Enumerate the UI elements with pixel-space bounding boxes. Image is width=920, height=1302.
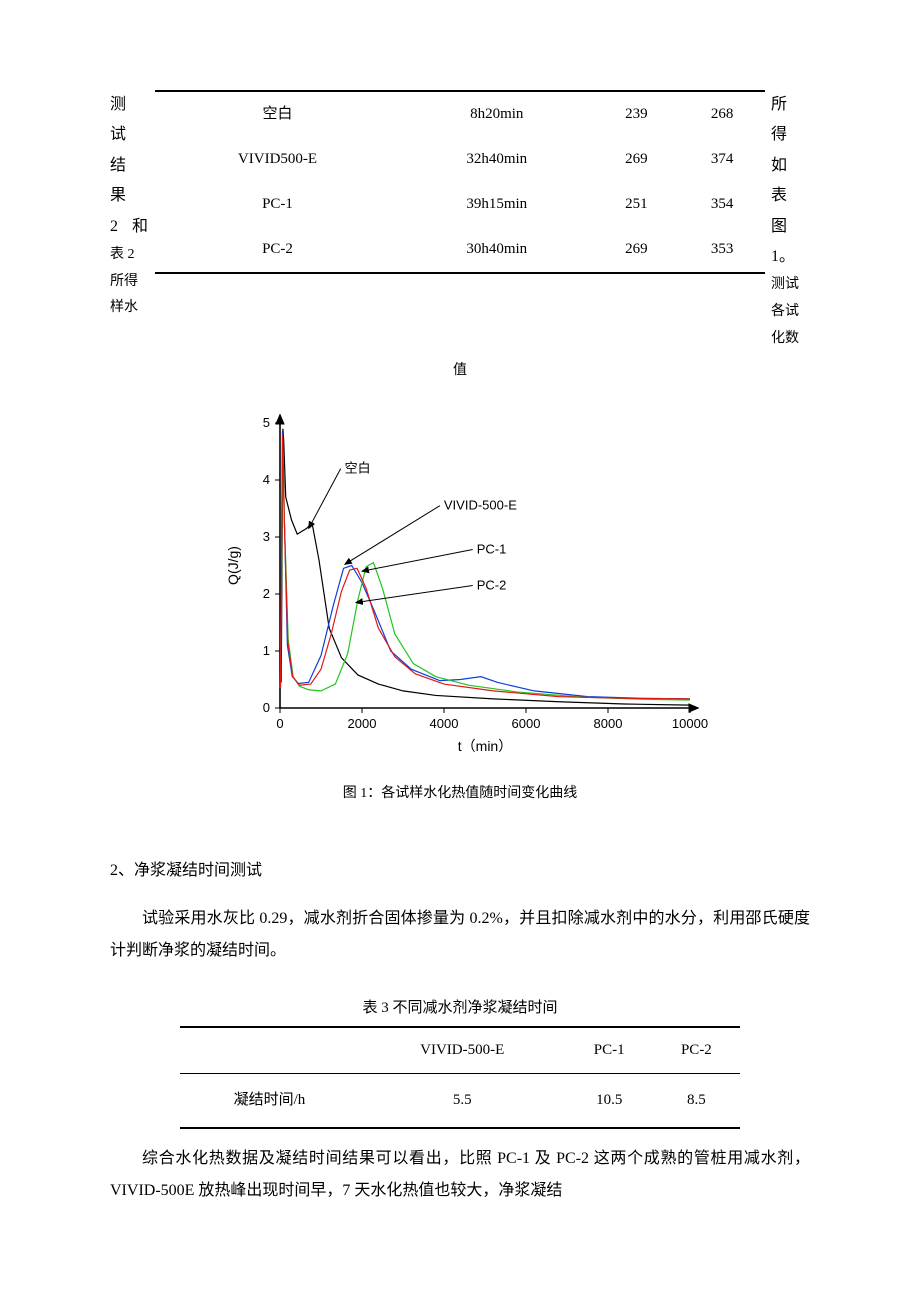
text: 测试 [771, 272, 810, 299]
section2-heading: 2、净浆凝结时间测试 [110, 857, 810, 886]
table2: 空白8h20min239268VIVID500-E32h40min269374P… [155, 90, 765, 274]
table-row: VIVID500-E32h40min269374 [155, 137, 765, 182]
svg-text:Q(J/g): Q(J/g) [225, 546, 241, 585]
line-chart: 0 2000 4000 6000 8000 10000 0 1 2 3 4 5 t（min） Q(J/g)… [210, 403, 710, 763]
svg-text:0: 0 [263, 700, 270, 715]
td: 353 [679, 227, 765, 272]
td: VIVID500-E [155, 137, 400, 182]
text: 各试 [771, 299, 810, 326]
table2-caption: 值 [110, 358, 810, 383]
th: PC-1 [566, 1028, 653, 1074]
td: 32h40min [400, 137, 594, 182]
svg-text:PC-2: PC-2 [477, 578, 507, 593]
svg-text:0: 0 [276, 716, 283, 731]
text: 结果 [110, 151, 149, 212]
td: PC-1 [155, 182, 400, 227]
svg-text:5: 5 [263, 415, 270, 430]
text: 所得 [771, 90, 810, 151]
margin-text-right: 所得 如表 图1。 测试 各试 化数 [765, 90, 810, 352]
svg-text:空白: 空白 [345, 461, 371, 476]
td: 374 [679, 137, 765, 182]
td: 8h20min [400, 92, 594, 137]
svg-text:3: 3 [263, 529, 270, 544]
table3: VIVID-500-E PC-1 PC-2 凝结时间/h 5.5 10.5 8.… [180, 1026, 740, 1129]
table-row: 凝结时间/h 5.5 10.5 8.5 [180, 1074, 740, 1128]
svg-text:2: 2 [263, 586, 270, 601]
table-row: PC-139h15min251354 [155, 182, 765, 227]
svg-text:t（min）: t（min） [458, 738, 512, 754]
svg-text:2000: 2000 [348, 716, 377, 731]
td: 251 [594, 182, 680, 227]
table3-caption: 表 3 不同减水剂净浆凝结时间 [110, 995, 810, 1022]
td: 354 [679, 182, 765, 227]
td: 10.5 [566, 1074, 653, 1128]
table-row: VIVID-500-E PC-1 PC-2 [180, 1028, 740, 1074]
text: 测试 [110, 90, 149, 151]
th: PC-2 [653, 1028, 740, 1074]
text: 所得 [110, 269, 149, 296]
td: 239 [594, 92, 680, 137]
td: 5.5 [359, 1074, 566, 1128]
text: 图1。 [771, 212, 810, 273]
td: PC-2 [155, 227, 400, 272]
table2-block: 测试 结果 2 和 表 2 所得 样水 空白8h20min239268VIVID… [110, 90, 810, 352]
td: 空白 [155, 92, 400, 137]
bottom-paragraph: 综合水化热数据及凝结时间结果可以看出，比照 PC-1 及 PC-2 这两个成熟的… [110, 1143, 810, 1207]
svg-text:10000: 10000 [672, 716, 708, 731]
text: 化数 [771, 326, 810, 353]
svg-text:4000: 4000 [430, 716, 459, 731]
td: 凝结时间/h [180, 1074, 359, 1128]
svg-text:8000: 8000 [594, 716, 623, 731]
figure1-caption: 图 1：各试样水化热值随时间变化曲线 [110, 781, 810, 806]
th: VIVID-500-E [359, 1028, 566, 1074]
td: 39h15min [400, 182, 594, 227]
text: 如表 [771, 151, 810, 212]
td: 30h40min [400, 227, 594, 272]
text: 2 和 [110, 212, 149, 242]
margin-text-left: 测试 结果 2 和 表 2 所得 样水 [110, 90, 155, 322]
chart-figure: 0 2000 4000 6000 8000 10000 0 1 2 3 4 5 t（min） Q(J/g)… [110, 403, 810, 763]
svg-text:6000: 6000 [512, 716, 541, 731]
td: 8.5 [653, 1074, 740, 1128]
text: 样水 [110, 295, 149, 322]
td: 268 [679, 92, 765, 137]
table-row: PC-230h40min269353 [155, 227, 765, 272]
svg-text:4: 4 [263, 472, 270, 487]
section2-paragraph: 试验采用水灰比 0.29，减水剂折合固体掺量为 0.2%，并且扣除减水剂中的水分… [110, 903, 810, 967]
td: 269 [594, 137, 680, 182]
table-row: 空白8h20min239268 [155, 92, 765, 137]
svg-text:PC-1: PC-1 [477, 542, 507, 557]
svg-text:VIVID-500-E: VIVID-500-E [444, 498, 517, 513]
svg-text:1: 1 [263, 643, 270, 658]
th [180, 1028, 359, 1074]
td: 269 [594, 227, 680, 272]
text: 表 2 [110, 242, 149, 269]
